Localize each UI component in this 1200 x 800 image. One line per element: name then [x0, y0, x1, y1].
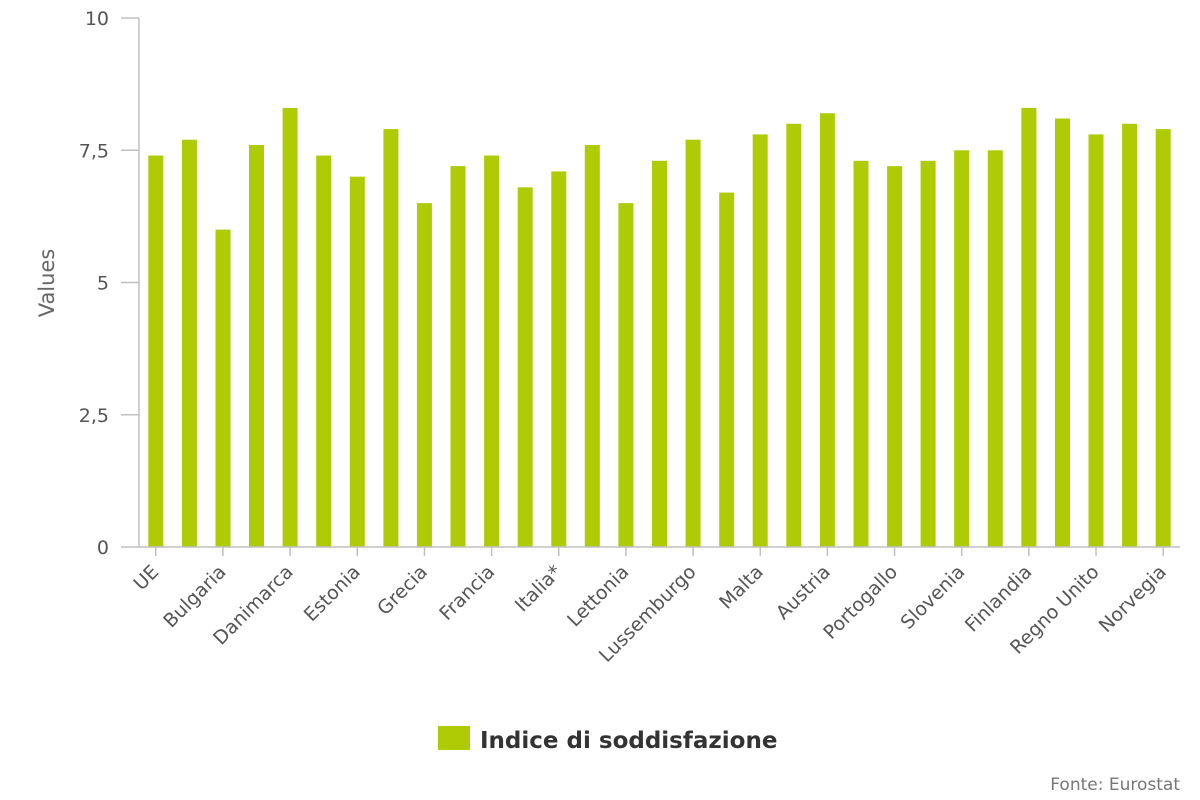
x-tick-label: Malta	[715, 561, 768, 614]
x-tick-label: Austria	[772, 561, 835, 624]
bars-group	[148, 107, 1171, 548]
y-tick-label: 10	[85, 8, 109, 30]
bar-svizzera[interactable]	[1122, 123, 1138, 548]
x-tick-label: Norvegia	[1095, 561, 1171, 637]
bar-italia[interactable]	[551, 171, 567, 547]
bar-norvegia[interactable]	[1155, 129, 1171, 547]
x-tick-label: Francia	[435, 561, 499, 625]
bar-svezia[interactable]	[1055, 118, 1070, 548]
bar-lettonia[interactable]	[618, 203, 634, 547]
source-credit: Fonte: Eurostat	[1050, 775, 1180, 795]
bar-spagna[interactable]	[450, 166, 466, 547]
bar-paesi-bassi[interactable]	[786, 123, 802, 548]
bar-romania[interactable]	[920, 160, 936, 548]
x-tick-label: Estonia	[300, 561, 365, 626]
bar-cipro[interactable]	[584, 145, 600, 547]
x-tick-label: Grecia	[373, 561, 432, 620]
bar-portogallo[interactable]	[887, 166, 903, 547]
bar-slovacchia[interactable]	[987, 150, 1003, 548]
legend[interactable]: Indice di soddisfazione	[438, 726, 777, 754]
bar-estonia[interactable]	[349, 176, 365, 547]
x-tick-label: Slovenia	[897, 561, 970, 634]
bar-grecia[interactable]	[416, 203, 432, 547]
bar-slovenia[interactable]	[954, 150, 970, 548]
y-tick-label: 0	[97, 537, 109, 559]
x-tick-label: Lettonia	[563, 561, 633, 631]
bar-belgio[interactable]	[181, 139, 197, 547]
y-ticks-group: 0 2,5 5 7,5 10	[79, 8, 139, 559]
legend-label: Indice di soddisfazione	[480, 728, 777, 754]
bar-polonia[interactable]	[853, 160, 869, 548]
bar-bulgaria[interactable]	[215, 229, 231, 547]
bar-irlanda[interactable]	[383, 129, 399, 547]
bar-regno-unito[interactable]	[1088, 134, 1104, 547]
bar-lituania[interactable]	[652, 160, 667, 548]
legend-swatch	[438, 726, 470, 750]
bar-ungheria[interactable]	[719, 192, 735, 547]
x-tick-label: Bulgaria	[159, 561, 230, 632]
y-tick-label: 2,5	[79, 405, 109, 427]
y-tick-label: 5	[97, 273, 109, 295]
bar-germania[interactable]	[316, 155, 332, 548]
x-tick-label: UE	[129, 561, 163, 595]
y-axis-label: Values	[35, 249, 59, 318]
bar-croazia[interactable]	[517, 187, 533, 548]
x-tick-label: Italia*	[511, 561, 566, 616]
bar-austria[interactable]	[819, 113, 835, 547]
bar-lussemburgo[interactable]	[685, 139, 701, 547]
bar-ue[interactable]	[148, 155, 164, 548]
bar-danimarca[interactable]	[282, 107, 298, 548]
bar-francia[interactable]	[484, 155, 500, 548]
bar-finlandia[interactable]	[1021, 107, 1037, 548]
y-tick-label: 7,5	[79, 140, 109, 162]
bar-rep-ceca[interactable]	[249, 145, 264, 547]
bar-malta[interactable]	[752, 134, 768, 547]
